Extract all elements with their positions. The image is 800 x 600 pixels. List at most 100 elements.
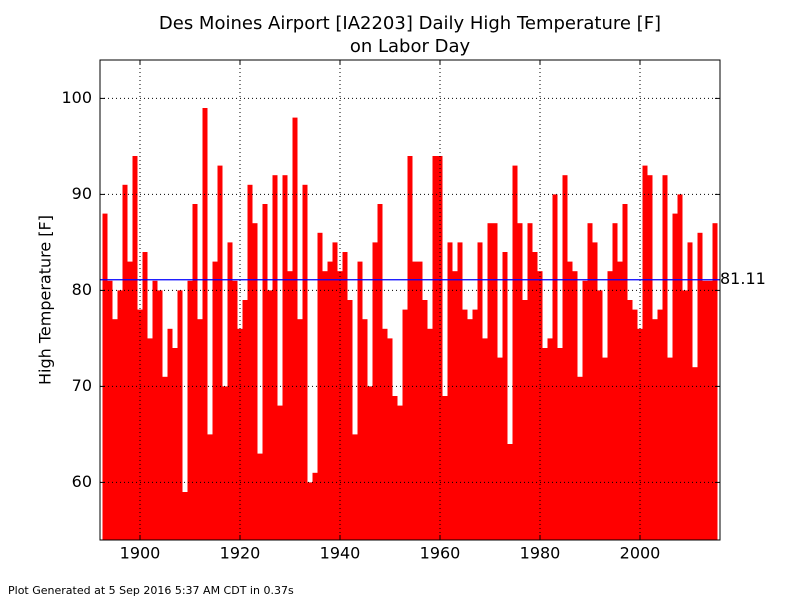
bar [147,338,153,540]
bar [562,175,568,540]
bar [512,165,518,540]
bar [692,367,698,540]
bar [252,223,258,540]
x-tick-label: 1900 [120,544,161,563]
bar [662,175,668,540]
y-axis-label: High Temperature [F] [36,215,55,385]
y-tick-label: 80 [72,280,92,299]
bar [367,386,373,540]
bar [532,252,538,540]
y-tick-label: 100 [61,88,92,107]
bar [302,184,308,541]
chart-title: on Labor Day [350,36,471,57]
bar [222,386,228,540]
bar [242,300,248,540]
bar [382,328,388,540]
bar [607,271,613,540]
bar [687,242,693,540]
bar [527,223,533,540]
bar [342,252,348,540]
bar [592,242,598,540]
bar [487,223,493,540]
bar [377,204,383,540]
footer: Plot Generated at 5 Sep 2016 5:37 AM CDT… [8,584,294,597]
bar [707,280,713,540]
bar [132,156,138,540]
bar [612,223,618,540]
bar [597,290,603,540]
bar [277,405,283,540]
bar [187,280,193,540]
bar [587,223,593,540]
bar [297,319,303,540]
bar [542,348,548,540]
y-tick-label: 60 [72,472,92,491]
bar [647,175,653,540]
bar [247,184,253,541]
bar [307,482,313,540]
x-tick-label: 2000 [620,544,661,563]
bar [567,261,573,540]
x-tick-label: 1940 [320,544,361,563]
bar [197,319,203,540]
bar [167,328,173,540]
bar [667,357,673,540]
average-label: 81.11 [720,269,766,288]
bar [452,271,458,540]
bar [262,204,268,540]
bar [517,223,523,540]
bar [322,271,328,540]
bar [172,348,178,540]
bar [157,290,163,540]
x-tick-label: 1980 [520,544,561,563]
bar [682,290,688,540]
bar [497,357,503,540]
bar [352,434,358,540]
bar [557,348,563,540]
bar [192,204,198,540]
bar [312,472,318,540]
bar [292,117,298,540]
bar [257,453,263,540]
bar [282,175,288,540]
bar [127,261,133,540]
bar [462,309,468,540]
plot-frame [99,59,721,541]
x-tick-label: 1960 [420,544,461,563]
bar [212,261,218,540]
bar [327,261,333,540]
bar [372,242,378,540]
bar [712,223,718,540]
bar [407,156,413,540]
bar [362,319,368,540]
chart-title: Des Moines Airport [IA2203] Daily High T… [159,13,661,34]
bar [492,223,498,540]
bar [547,338,553,540]
bar [572,271,578,540]
bar [287,271,293,540]
bar [702,280,708,540]
bar [642,165,648,540]
bar [272,175,278,540]
bar [657,309,663,540]
bar [102,213,108,540]
bar [637,328,643,540]
bar [632,309,638,540]
bar [672,213,678,540]
x-tick-label: 1920 [220,544,261,563]
bar [622,204,628,540]
bar [507,444,513,540]
bar [392,396,398,540]
bar [402,309,408,540]
bar [602,357,608,540]
y-tick-label: 90 [72,184,92,203]
bar [522,300,528,540]
bar [142,252,148,540]
bar [427,328,433,540]
bar [207,434,213,540]
bar [447,242,453,540]
bar [182,492,188,540]
bar [432,156,438,540]
